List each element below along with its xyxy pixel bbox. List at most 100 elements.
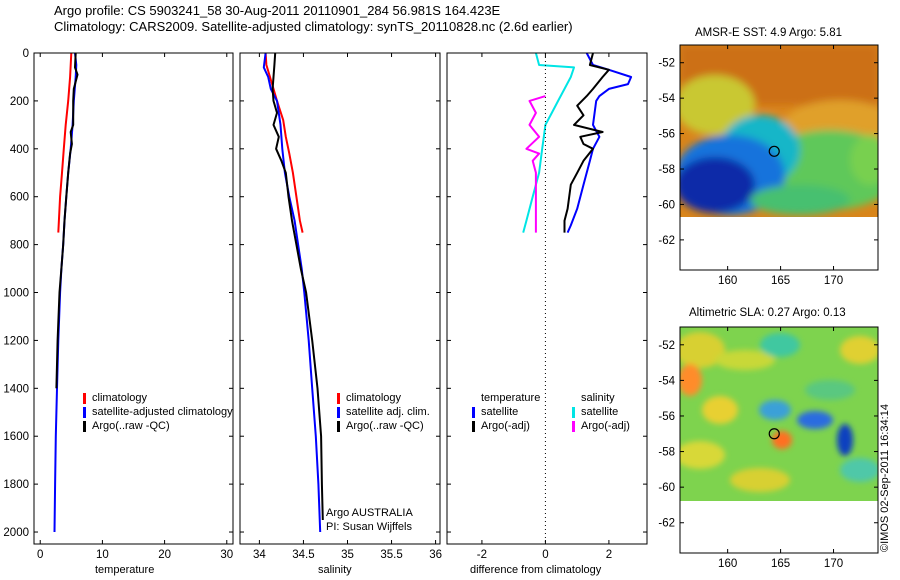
salinity-series-group: [262, 53, 324, 533]
legend-entry: Argo(-adj): [572, 419, 630, 433]
sst-map-y-tick-label: -54: [658, 93, 675, 105]
legend-label: Argo(..raw -QC): [346, 420, 424, 432]
temperature-y-tick-label: 800: [10, 240, 29, 252]
salinity-series-line: [271, 53, 324, 521]
temperature-frame: [33, 52, 234, 545]
sst-map-y-tick-label: -56: [658, 129, 675, 141]
temperature-y-tick-label: 1200: [3, 335, 29, 347]
legend-label: satellite: [481, 406, 519, 418]
sla-map-y-tick-label: -58: [658, 447, 675, 459]
legend-swatch: [572, 406, 575, 418]
sst-map-argo-marker: [768, 145, 780, 157]
sla-map-argo-marker: [768, 428, 780, 440]
difference-axis-label: difference from climatology: [470, 564, 602, 576]
difference-x-tick-label: -2: [477, 549, 487, 561]
legend-swatch: [337, 392, 340, 404]
difference-x-tick-label: 0: [542, 549, 548, 561]
salinity-x-tick-label: 35.5: [380, 549, 402, 561]
temperature-y-tick-label: 400: [10, 144, 29, 156]
legend-entry: Argo(..raw -QC): [337, 419, 430, 433]
legend-entry: climatology: [337, 391, 430, 405]
legend-swatch: [337, 406, 340, 418]
sla-map-y-tick-label: -62: [658, 518, 675, 530]
salinity-frame: [239, 52, 441, 545]
temperature-y-tick-label: 1400: [3, 383, 29, 395]
legend-label: climatology: [92, 392, 148, 404]
legend-swatch: [83, 406, 86, 418]
temperature-y-tick-label: 600: [10, 192, 29, 204]
argo-annotation-line2: PI: Susan Wijffels: [326, 521, 412, 533]
sla-map-field: [680, 327, 878, 553]
legend-swatch: [472, 420, 475, 432]
temperature-series-line: [57, 53, 73, 233]
salinity-x-tick-label: 34: [253, 549, 266, 561]
legend-entry: satellite: [572, 405, 630, 419]
legend-label: Argo(..raw -QC): [92, 420, 170, 432]
salinity-axis-label: salinity: [318, 564, 352, 576]
imos-credit: ©IMOS 02-Sep-2011 16:34:14: [879, 404, 891, 552]
legend-swatch: [472, 406, 475, 418]
legend-label: Argo(-adj): [581, 420, 630, 432]
sla-map-y-tick-label: -56: [658, 411, 675, 423]
sst-map-frame: [679, 44, 879, 271]
temperature-series-group: [53, 53, 79, 533]
legend-entry: Argo(..raw -QC): [83, 419, 233, 433]
legend-label: climatology: [346, 392, 402, 404]
difference-series-line: [525, 95, 546, 233]
temperature-legend: climatology satellite-adjusted climatolo…: [83, 391, 233, 433]
sla-map-y-tick-label: -60: [658, 482, 675, 494]
legend-swatch: [572, 420, 575, 432]
temperature-y-tick-label: 1800: [3, 479, 29, 491]
sla-map-x-tick-label: 160: [718, 558, 737, 570]
difference-series-line: [566, 53, 633, 234]
argo-annotation-line1: Argo AUSTRALIA: [326, 507, 413, 519]
sst-map-y-tick-label: -52: [658, 58, 675, 70]
legend-entry: satellite-adjusted climatology: [83, 405, 233, 419]
sla-map-frame: [679, 326, 879, 554]
difference-series-line: [563, 53, 610, 233]
salinity-x-tick-label: 35: [341, 549, 354, 561]
sla-map-y-tick-label: -52: [658, 340, 675, 352]
salinity-series-line: [262, 53, 322, 533]
temperature-y-tick-label: 200: [10, 96, 29, 108]
temperature-x-tick-label: 30: [220, 549, 233, 561]
temperature-x-tick-label: 20: [158, 549, 171, 561]
sst-map-field: [680, 45, 878, 270]
sst-map-y-tick-label: -58: [658, 164, 675, 176]
legend-swatch: [337, 420, 340, 432]
sst-map-title: AMSR-E SST: 4.9 Argo: 5.81: [695, 27, 843, 39]
legend-header: temperature: [481, 392, 541, 404]
legend-swatch: [83, 420, 86, 432]
sla-map-y-tick-label: -54: [658, 375, 675, 387]
sst-map-x-tick-label: 170: [824, 275, 843, 287]
temperature-y-tick-label: 1000: [3, 288, 29, 300]
sst-map-x-tick-label: 165: [771, 275, 790, 287]
salinity-x-tick-label: 36: [429, 549, 442, 561]
sla-map-x-tick-label: 165: [771, 558, 790, 570]
sst-map-y-tick-label: -60: [658, 199, 675, 211]
legend-label: satellite-adjusted climatology: [92, 406, 233, 418]
difference-series-group: [522, 53, 633, 234]
figure-title-line1: Argo profile: CS 5903241_58 30-Aug-2011 …: [54, 3, 501, 18]
legend-header: salinity: [581, 392, 615, 404]
difference-frame: [446, 52, 648, 545]
difference-legend-temperature: temperature satellite Argo(-adj): [472, 391, 540, 433]
temperature-axis-label: temperature: [95, 564, 155, 576]
legend-label: satellite adj. clim.: [346, 406, 430, 418]
sla-map-x-tick-label: 170: [824, 558, 843, 570]
temperature-x-tick-label: 10: [96, 549, 109, 561]
sst-map-x-tick-label: 160: [718, 275, 737, 287]
sla-map-title: Altimetric SLA: 0.27 Argo: 0.13: [689, 307, 846, 319]
difference-x-tick-label: 2: [606, 549, 612, 561]
difference-series-line: [522, 53, 575, 233]
temperature-x-tick-label: 0: [37, 549, 43, 561]
salinity-series-line: [264, 53, 304, 233]
legend-entry: Argo(-adj): [472, 419, 540, 433]
legend-entry: satellite adj. clim.: [337, 405, 430, 419]
legend-entry: climatology: [83, 391, 233, 405]
legend-swatch: [83, 392, 86, 404]
legend-label: Argo(-adj): [481, 420, 530, 432]
temperature-y-tick-label: 2000: [3, 527, 29, 539]
